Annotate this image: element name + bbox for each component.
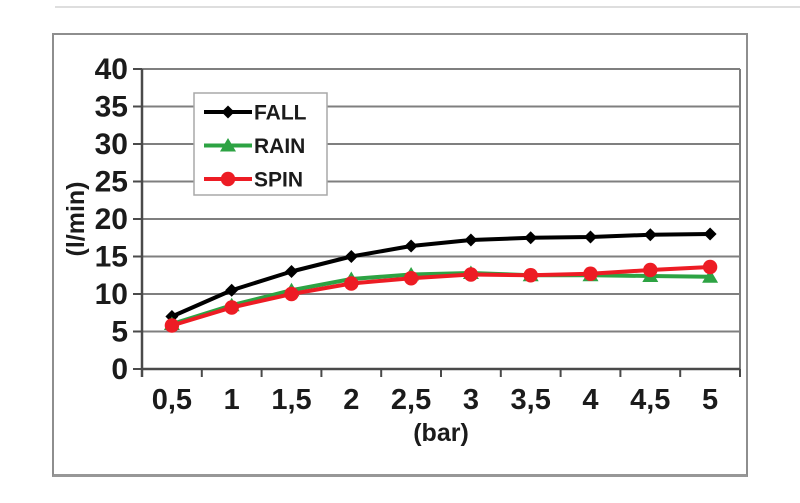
legend-entry-fall: FALL [204,102,307,125]
y-tick-label-20: 20 [95,203,128,236]
flow-rate-line-chart: 0 5 10 15 20 25 30 35 40 0,5 1 1,5 2 2,5 3 3,5 4 4,5 5 (l/m… [62,53,741,447]
x-tick-label-3: 2 [343,384,359,416]
legend-marker-spin-circle-icon [220,171,236,187]
x-tick-label-6: 3,5 [511,384,551,416]
series-marker-spin-2 [284,286,299,302]
series-marker-spin-4 [403,271,419,286]
series-marker-fall-7 [584,230,597,244]
x-tick-label-8: 4,5 [630,384,670,416]
x-tick-label-7: 4 [582,384,598,416]
x-tick-label-1: 1 [224,384,240,416]
series-marker-spin-9 [702,259,718,275]
y-axis-title: (l/min) [62,182,90,257]
series-marker-fall-4 [404,239,418,253]
legend-entry-rain: RAIN [204,135,305,158]
page-top-rule [55,6,800,8]
legend-entry-spin: SPIN [204,169,303,192]
series-marker-fall-8 [643,228,657,242]
x-tick-label-4: 2,5 [391,384,431,416]
legend-label-rain: RAIN [254,135,305,158]
series-marker-fall-2 [285,265,298,278]
series-marker-spin-5 [463,267,479,282]
series-marker-fall-1 [225,283,239,297]
y-tick-label-10: 10 [95,278,128,311]
legend-label-spin: SPIN [254,169,303,192]
y-tick-label-25: 25 [95,166,128,199]
x-axis-title: (bar) [413,419,469,447]
series-line-spin [169,265,713,328]
series-marker-spin-7 [583,266,598,281]
series-marker-rain-9 [702,269,719,283]
series-marker-fall-3 [344,250,358,263]
series-line-rain [169,271,713,326]
x-tick-label-9: 5 [702,384,718,416]
series-marker-spin-3 [344,276,359,291]
x-tick-label-2: 1,5 [271,384,311,416]
x-tick-label-0: 0,5 [152,384,192,416]
series-marker-spin-6 [523,268,538,283]
legend: FALL RAIN SPIN [193,92,328,196]
series-fall [165,227,717,323]
series-line-fall [169,232,713,319]
y-tick-label-5: 5 [111,316,128,349]
series-marker-spin-0 [164,318,180,333]
series-marker-spin-1 [224,300,239,315]
legend-marker-fall-diamond-icon [221,105,235,119]
series-marker-fall-6 [524,231,538,245]
x-tick-label-5: 3 [463,384,479,416]
y-tick-label-30: 30 [95,128,128,161]
series-marker-spin-8 [643,262,658,278]
legend-label-fall: FALL [254,102,307,125]
chart-frame: 0 5 10 15 20 25 30 35 40 0,5 1 1,5 2 2,5 3 3,5 4 4,5 5 (l/m… [52,33,748,477]
series-marker-fall-5 [464,233,478,247]
y-tick-label-35: 35 [95,91,128,124]
series-spin [164,259,718,333]
y-tick-label-40: 40 [95,53,128,86]
series-marker-fall-9 [703,227,717,241]
y-tick-label-0: 0 [111,353,128,386]
y-tick-label-15: 15 [95,241,128,274]
legend-marker-rain-triangle-icon [220,138,236,152]
